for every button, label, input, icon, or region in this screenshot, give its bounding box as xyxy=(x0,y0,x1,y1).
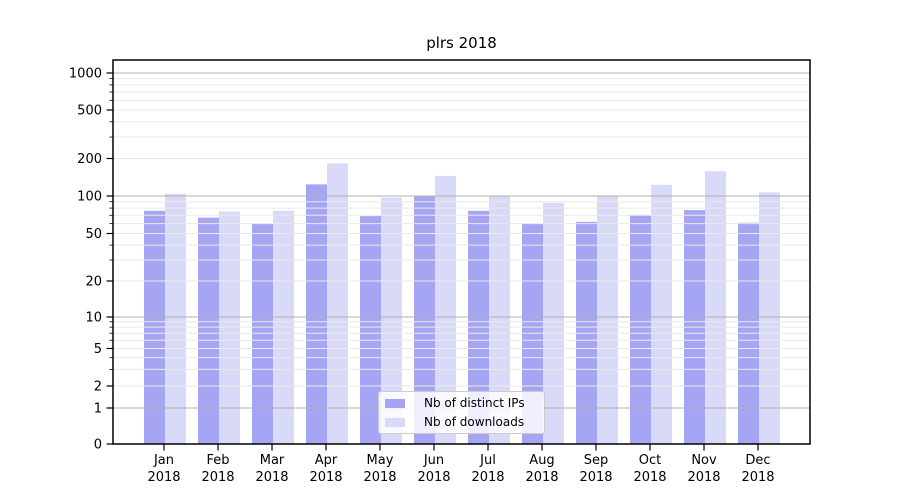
x-tick-label-month: Mar xyxy=(260,453,285,468)
x-tick-label-month: Aug xyxy=(529,453,554,468)
x-tick-label-month: Sep xyxy=(584,453,609,468)
bar-downloads xyxy=(597,196,618,444)
x-tick-label-year: 2018 xyxy=(309,470,342,485)
x-tick-label-year: 2018 xyxy=(201,470,234,485)
y-tick-label: 20 xyxy=(85,275,102,290)
x-tick-label-month: Jul xyxy=(479,453,496,468)
bar-downloads xyxy=(327,163,348,445)
x-tick-label-year: 2018 xyxy=(255,470,288,485)
y-tick-label: 200 xyxy=(77,152,102,167)
x-tick-label-year: 2018 xyxy=(471,470,504,485)
y-tick-label: 5 xyxy=(94,342,102,357)
y-tick-label: 10 xyxy=(85,311,102,326)
bar-downloads xyxy=(759,192,780,444)
minor-gridlines xyxy=(113,78,810,387)
y-axis: 0 1 2 5 10 20 50 100 200 500 1000 xyxy=(69,67,113,453)
bar-distinct-ips xyxy=(630,215,651,444)
x-tick-label-month: Dec xyxy=(745,453,770,468)
y-tick-label: 50 xyxy=(85,227,102,242)
bar-downloads xyxy=(381,197,402,444)
x-tick-label-month: Apr xyxy=(315,453,338,468)
x-axis: Jan 2018 Feb 2018 Mar 2018 Apr 2018 May 2018 Jun 20… xyxy=(147,444,775,485)
legend-label-downloads: Nb of downloads xyxy=(424,415,525,429)
bar-distinct-ips xyxy=(360,216,381,444)
bar-distinct-ips xyxy=(306,184,327,444)
bar-downloads xyxy=(543,202,564,444)
x-tick-label-month: Feb xyxy=(206,453,229,468)
bar-downloads xyxy=(219,211,240,444)
y-tick-label: 100 xyxy=(77,190,102,205)
legend-swatch-downloads xyxy=(385,417,405,427)
bar-distinct-ips xyxy=(252,223,273,444)
x-tick-label-year: 2018 xyxy=(363,470,396,485)
x-tick-label-month: Nov xyxy=(691,453,717,468)
bar-downloads xyxy=(705,171,726,445)
y-tick-label: 1 xyxy=(94,402,102,417)
x-tick-label-month: May xyxy=(367,453,394,468)
x-tick-label-year: 2018 xyxy=(525,470,558,485)
legend-label-distinct-ips: Nb of distinct IPs xyxy=(424,396,525,410)
legend: Nb of distinct IPs Nb of downloads xyxy=(378,391,545,434)
bar-downloads xyxy=(651,184,672,445)
x-tick-label-year: 2018 xyxy=(417,470,450,485)
chart-title: plrs 2018 xyxy=(426,34,497,52)
y-tick-label: 500 xyxy=(77,104,102,119)
x-tick-label-year: 2018 xyxy=(633,470,666,485)
x-tick-label-year: 2018 xyxy=(579,470,612,485)
y-tick-label: 1000 xyxy=(69,67,102,82)
bar-distinct-ips xyxy=(198,217,219,444)
legend-item-distinct-ips: Nb of distinct IPs xyxy=(385,396,536,410)
bar-downloads xyxy=(165,193,186,444)
bar-downloads xyxy=(435,175,456,444)
x-tick-label-year: 2018 xyxy=(741,470,774,485)
y-tick-label: 0 xyxy=(94,438,102,453)
bar-downloads xyxy=(489,196,510,444)
x-tick-label-month: Oct xyxy=(639,453,661,468)
plot-frame xyxy=(112,59,811,445)
bar-distinct-ips xyxy=(522,223,543,444)
x-tick-label-year: 2018 xyxy=(687,470,720,485)
legend-item-downloads: Nb of downloads xyxy=(385,415,536,429)
x-tick-label-month: Jan xyxy=(153,453,174,468)
y-tick-label: 2 xyxy=(94,380,102,395)
x-tick-label-year: 2018 xyxy=(147,470,180,485)
bar-distinct-ips xyxy=(414,196,435,444)
legend-swatch-distinct-ips xyxy=(385,398,405,408)
x-tick-label-month: Jun xyxy=(423,453,444,468)
